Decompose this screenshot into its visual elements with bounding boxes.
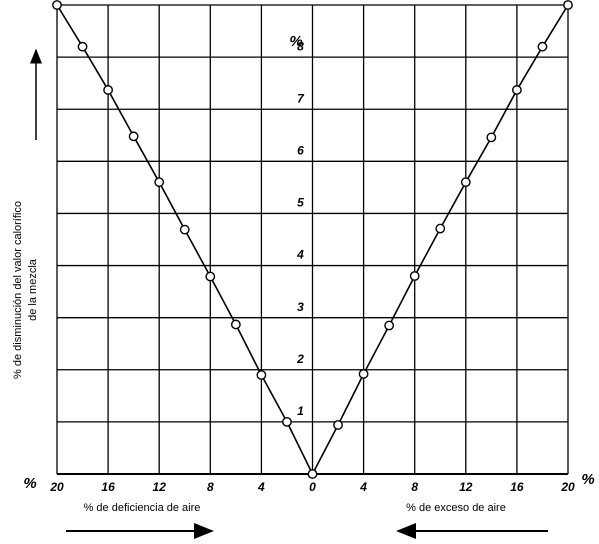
x-axis-label: % de deficiencia de aire: [84, 502, 201, 514]
data-point: [179, 224, 190, 235]
x-axis-label: % de exceso de aire: [406, 502, 506, 514]
x-tick-label: 20: [560, 480, 575, 494]
data-point: [256, 370, 267, 380]
data-point: [205, 271, 216, 282]
y-tick-label: 4: [296, 248, 304, 262]
y-tick-label: 1: [297, 404, 304, 418]
y-tick-label: 3: [297, 300, 304, 314]
data-point: [409, 271, 420, 281]
x-tick-label: 4: [257, 480, 265, 494]
x-tick-label: 8: [207, 480, 214, 494]
x-tick-label: 12: [459, 480, 473, 494]
x-tick-label: 8: [411, 480, 418, 494]
data-point: [512, 85, 522, 95]
y-tick-label: 7: [297, 91, 305, 105]
y-tick-label: 9: [297, 0, 304, 1]
data-point: [563, 0, 573, 10]
x-tick-label: 16: [510, 480, 524, 494]
y-axis-label: de la mezcla: [27, 258, 39, 321]
data-point: [333, 420, 343, 430]
data-point: [435, 223, 446, 234]
data-point: [230, 319, 241, 330]
data-point: [77, 41, 88, 52]
data-point: [128, 131, 139, 142]
y-tick-label: 6: [297, 144, 304, 158]
data-point: [154, 177, 165, 188]
data-point: [537, 41, 548, 52]
y-tick-label: 8: [297, 39, 304, 53]
unit-label: %: [581, 471, 594, 488]
data-point: [282, 416, 292, 427]
data-point: [307, 469, 318, 479]
x-tick-label: 16: [101, 480, 115, 494]
unit-label: %: [289, 33, 302, 50]
data-point: [358, 369, 369, 379]
data-point: [384, 320, 395, 331]
y-tick-label: 5: [297, 196, 304, 210]
x-tick-label: 12: [153, 480, 167, 494]
x-tick-label: 4: [359, 480, 367, 494]
data-point: [52, 0, 62, 10]
data-point: [486, 132, 497, 143]
x-tick-label: 0: [309, 480, 316, 494]
data-point: [103, 85, 114, 95]
y-axis-label: % de disminución del valor calorífico: [12, 201, 24, 379]
unit-label: %: [23, 475, 36, 492]
y-tick-label: 2: [296, 352, 304, 366]
data-point: [460, 177, 471, 188]
x-tick-label: 20: [49, 480, 64, 494]
